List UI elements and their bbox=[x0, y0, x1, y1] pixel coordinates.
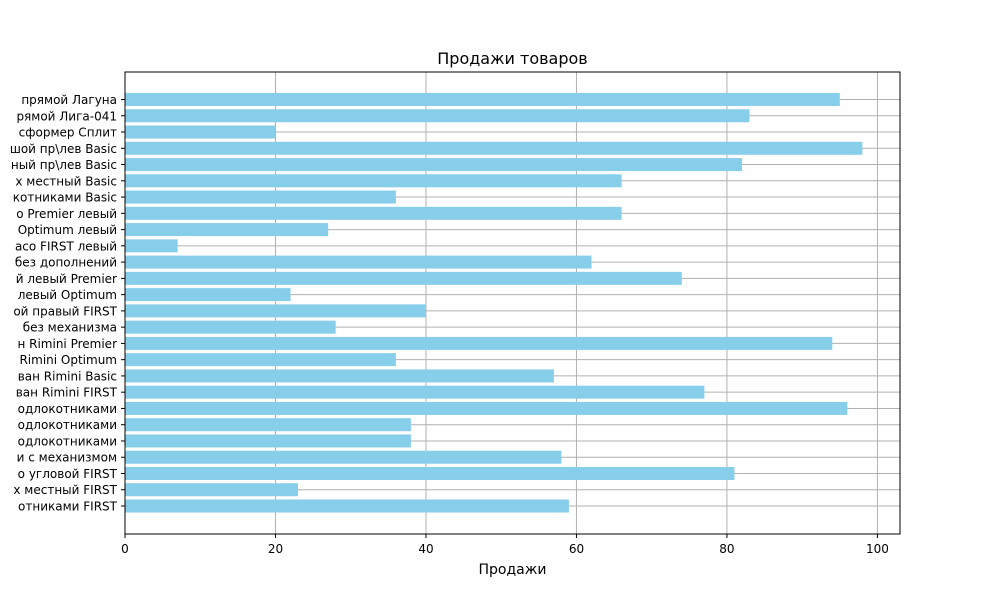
y-tick-label: о угловой FIRST bbox=[18, 467, 118, 481]
y-tick-label: рямой Лига-041 bbox=[16, 109, 117, 123]
bar bbox=[125, 320, 336, 334]
x-tick-label: 80 bbox=[719, 542, 734, 556]
y-tick-label: одлокотниками bbox=[18, 402, 117, 416]
y-tick-label: х местный FIRST bbox=[13, 483, 117, 497]
y-tick-label: левый Optimum bbox=[18, 288, 117, 302]
bar bbox=[125, 418, 411, 432]
y-tick-label: прямой Лагуна bbox=[21, 93, 117, 107]
bar bbox=[125, 125, 276, 139]
y-tick-label: одлокотниками bbox=[18, 434, 117, 448]
x-tick-label: 100 bbox=[866, 542, 889, 556]
y-tick-label: х местный Basic bbox=[15, 174, 117, 188]
bar bbox=[125, 353, 396, 367]
bar bbox=[125, 450, 562, 464]
bars bbox=[125, 93, 863, 513]
x-tick-label: 20 bbox=[268, 542, 283, 556]
y-tick-label: асо FIRST левый bbox=[15, 239, 117, 253]
y-tick-label: Rimini Optimum bbox=[19, 353, 117, 367]
y-tick-labels: прямой Лагуна рямой Лига-041 сформер Сплит… bbox=[10, 93, 125, 514]
plot-frame bbox=[124, 71, 901, 535]
y-tick-label: й левый Premier bbox=[16, 272, 117, 286]
y-tick-label: котниками Basic bbox=[13, 191, 117, 205]
bar bbox=[125, 336, 833, 350]
y-tick-label: без механизма bbox=[23, 321, 117, 335]
bar bbox=[125, 466, 735, 480]
x-tick-label: 40 bbox=[418, 542, 433, 556]
bar bbox=[125, 401, 848, 415]
chart-title: Продажи товаров bbox=[437, 49, 587, 68]
y-tick-label: без дополнений bbox=[15, 256, 117, 270]
bar bbox=[125, 483, 299, 497]
y-tick-label: ван Rimini FIRST bbox=[16, 386, 118, 400]
bar bbox=[125, 369, 554, 383]
bar bbox=[125, 499, 569, 513]
bar bbox=[125, 109, 750, 123]
y-tick-label: одлокотниками bbox=[18, 418, 117, 432]
bar bbox=[125, 158, 742, 172]
bar bbox=[125, 190, 396, 204]
bar bbox=[125, 239, 178, 253]
bar bbox=[125, 304, 426, 318]
bar bbox=[125, 206, 622, 220]
y-tick-label: шой пр\лев Basic bbox=[10, 142, 117, 156]
bar bbox=[125, 93, 840, 106]
y-tick-label: Optimum левый bbox=[18, 223, 117, 237]
y-tick-label: н Rimini Premier bbox=[17, 337, 117, 351]
x-tick-label: 60 bbox=[569, 542, 584, 556]
bar bbox=[125, 271, 682, 285]
bar bbox=[125, 141, 863, 155]
y-tick-label: сформер Сплит bbox=[19, 126, 117, 140]
y-tick-label: ван Rimini Basic bbox=[18, 369, 117, 383]
bar bbox=[125, 288, 291, 302]
y-tick-label: и с механизмом bbox=[17, 451, 117, 465]
y-tick-label: о Premier левый bbox=[16, 207, 117, 221]
y-tick-label: ный пр\лев Basic bbox=[11, 158, 117, 172]
bar bbox=[125, 385, 705, 399]
x-axis-label: Продажи bbox=[479, 562, 547, 578]
bar bbox=[125, 174, 622, 188]
y-tick-label: ой правый FIRST bbox=[13, 304, 117, 318]
bar bbox=[125, 255, 592, 269]
bar bbox=[125, 223, 329, 237]
x-tick-label: 0 bbox=[121, 542, 129, 556]
bar bbox=[125, 434, 411, 448]
x-ticks: 0 20 40 60 80 100 bbox=[121, 534, 889, 556]
y-tick-label: отниками FIRST bbox=[18, 500, 118, 514]
